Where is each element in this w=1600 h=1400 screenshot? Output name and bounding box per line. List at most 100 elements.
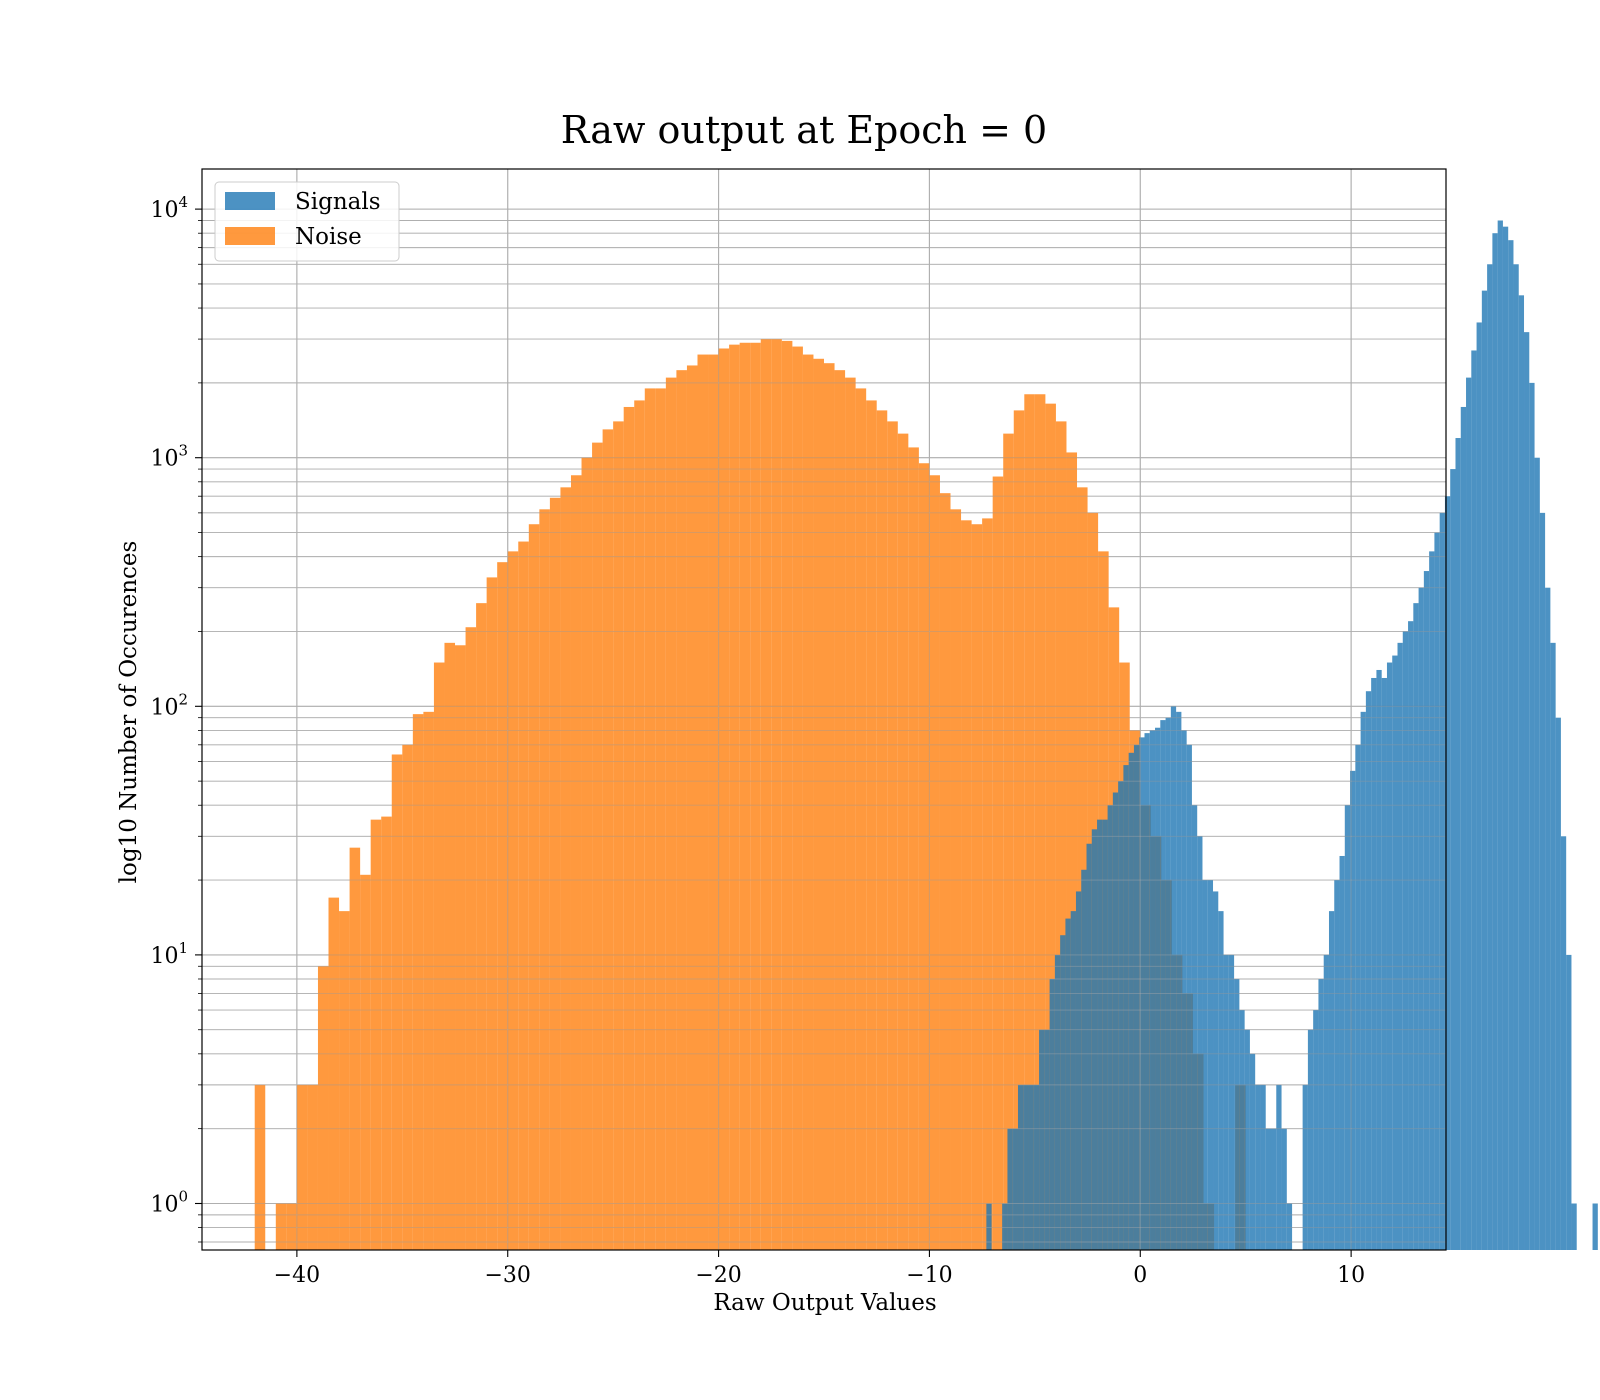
signals-bar: [1065, 918, 1071, 1250]
signals-bar: [1413, 603, 1419, 1250]
signals-bar: [1123, 765, 1129, 1250]
signals-bar: [1360, 711, 1366, 1250]
signals-bar: [1513, 264, 1519, 1251]
noise-bar: [497, 562, 508, 1250]
noise-bar: [939, 493, 951, 1250]
signals-bar: [1307, 1029, 1314, 1250]
noise-bar: [1024, 394, 1035, 1250]
signals-bar: [1223, 954, 1229, 1250]
noise-bar: [813, 358, 824, 1250]
signals-bar: [1318, 978, 1324, 1250]
signals-bar: [1334, 880, 1340, 1250]
signals-bar: [1365, 691, 1372, 1250]
signals-bar: [1060, 935, 1066, 1250]
signals-bar: [1423, 571, 1430, 1250]
noise-bar: [455, 645, 466, 1250]
signals-bar: [1007, 1128, 1013, 1250]
noise-bar: [845, 377, 856, 1250]
noise-bar: [908, 447, 919, 1251]
noise-bar: [613, 421, 624, 1250]
noise-bar: [792, 346, 803, 1251]
signals-bar: [1023, 1084, 1029, 1250]
signals-bar: [1244, 1029, 1250, 1250]
signals-bar: [986, 1203, 992, 1250]
noise-bar: [370, 819, 382, 1250]
noise-bar: [539, 509, 550, 1251]
signals-bar: [1497, 220, 1503, 1250]
noise-bar: [834, 370, 846, 1250]
signals-bar: [1218, 911, 1224, 1250]
noise-bar: [360, 874, 371, 1250]
noise-bar: [581, 457, 593, 1250]
noise-bar: [971, 524, 983, 1250]
noise-bar: [560, 487, 571, 1250]
signals-bar: [1492, 233, 1498, 1251]
signals-bar: [1265, 1128, 1271, 1250]
legend: Signals Noise: [214, 181, 400, 262]
noise-bar: [686, 365, 698, 1250]
signals-bar: [1070, 911, 1076, 1250]
legend-label-noise: Noise: [295, 224, 362, 250]
y-tick-label: 101: [150, 939, 188, 969]
signals-bar: [1450, 469, 1456, 1250]
noise-bar: [444, 642, 456, 1250]
signals-bar: [1112, 792, 1119, 1250]
y-axis: 100 101 102 103 104: [150, 193, 202, 1243]
signals-bar: [1392, 655, 1398, 1250]
signals-bar: [1039, 1029, 1045, 1250]
signals-bar: [1191, 805, 1198, 1250]
x-axis-label: Raw Output Values: [713, 1290, 936, 1316]
y-tick-label: 104: [150, 193, 188, 223]
noise-bar: [897, 433, 909, 1250]
noise-bar: [876, 410, 888, 1250]
y-tick-label: 103: [150, 442, 188, 472]
signals-bar: [1455, 438, 1461, 1250]
noise-bar: [391, 754, 403, 1250]
noise-bar: [518, 541, 529, 1250]
signals-bar: [1002, 1203, 1008, 1250]
noise-bar: [1045, 403, 1056, 1250]
signals-bar: [1524, 332, 1530, 1250]
signals-bar: [1097, 819, 1103, 1250]
noise-bar: [275, 1203, 287, 1250]
noise-bar: [402, 744, 413, 1250]
signals-bar: [1429, 551, 1435, 1250]
x-tick-label: 10: [1337, 1263, 1365, 1288]
signals-bar: [1344, 805, 1351, 1250]
signals-bar: [1249, 1053, 1256, 1250]
signals-bar: [1270, 1128, 1277, 1250]
signals-bar: [1381, 677, 1387, 1250]
signals-bar: [1350, 770, 1356, 1250]
signals-bar: [1439, 512, 1445, 1250]
signals-bar: [1328, 911, 1335, 1250]
noise-bar: [961, 520, 972, 1250]
signals-bar: [1181, 730, 1187, 1250]
noise-bar: [676, 370, 687, 1250]
signals-bar: [1202, 880, 1208, 1250]
noise-bar: [307, 1084, 318, 1250]
signals-bar: [1508, 240, 1514, 1251]
legend-swatch-noise: [225, 227, 275, 245]
signals-bar: [1408, 621, 1414, 1250]
noise-bar: [634, 400, 645, 1250]
signals-bar: [1017, 1084, 1024, 1250]
signals-bar: [1386, 662, 1393, 1250]
signals-bar: [1255, 1084, 1261, 1250]
signals-bar: [1028, 1084, 1034, 1250]
signals-bar: [1471, 350, 1477, 1250]
noise-bar: [1066, 452, 1078, 1250]
noise-bar: [254, 1084, 266, 1250]
signals-bar: [1239, 1010, 1245, 1250]
noise-bar: [729, 344, 740, 1250]
signals-bar: [1518, 295, 1525, 1250]
noise-bar: [992, 476, 1004, 1250]
noise-bar: [708, 354, 719, 1250]
signals-bar: [1444, 496, 1451, 1250]
signals-bar: [1323, 954, 1329, 1250]
signals-bar: [1555, 717, 1561, 1250]
signals-bar: [1155, 727, 1161, 1250]
noise-bar: [644, 388, 656, 1250]
signals-bar: [1418, 587, 1424, 1250]
signals-bar: [1566, 954, 1572, 1250]
